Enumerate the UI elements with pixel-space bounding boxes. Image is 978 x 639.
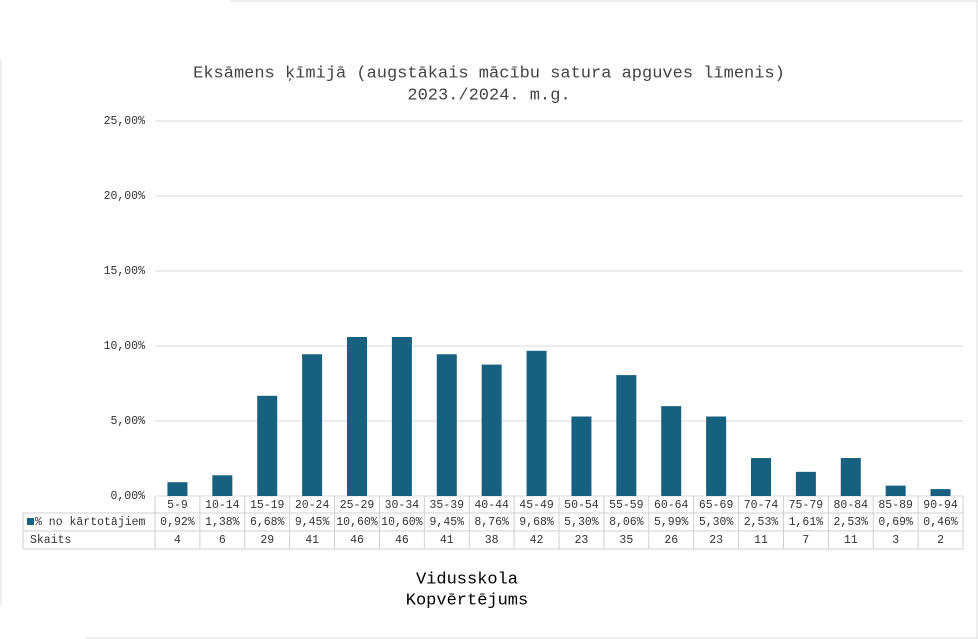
- bar: [481, 364, 502, 496]
- count-label: 23: [709, 534, 723, 547]
- bar: [347, 337, 367, 496]
- row-label: Skaits: [30, 534, 71, 547]
- bar: [616, 375, 637, 496]
- bar: [436, 354, 457, 496]
- x-tick-label: 65-69: [699, 499, 734, 512]
- x-tick-label: 45-49: [519, 499, 554, 512]
- y-tick-label: 25,00%: [104, 115, 146, 128]
- x-tick-label: 55-59: [609, 499, 644, 512]
- count-label: 38: [485, 534, 499, 547]
- legend-label: % no kārtotājiem: [35, 516, 146, 529]
- x-tick-label: 40-44: [474, 499, 509, 512]
- x-tick-label: 30-34: [385, 499, 420, 512]
- value-label: 6,68%: [250, 516, 285, 529]
- bar: [391, 337, 412, 496]
- value-label: 5,99%: [654, 516, 689, 529]
- count-label: 35: [619, 534, 633, 547]
- bar: [885, 485, 906, 496]
- x-tick-label: 50-54: [564, 499, 599, 512]
- bar: [706, 416, 727, 496]
- bar: [526, 350, 547, 496]
- bar: [751, 458, 771, 496]
- value-label: 0,69%: [878, 516, 913, 529]
- count-label: 46: [395, 534, 409, 547]
- x-tick-label: 80-84: [834, 499, 869, 512]
- y-tick-label: 0,00%: [110, 490, 145, 503]
- count-label: 11: [754, 534, 768, 547]
- x-tick-label: 85-89: [878, 499, 913, 512]
- value-label: 10,60%: [381, 516, 423, 529]
- x-tick-label: 10-14: [205, 499, 240, 512]
- value-label: 0,92%: [160, 516, 195, 529]
- x-axis-title: Vidusskola: [416, 570, 518, 589]
- count-label: 11: [844, 534, 858, 547]
- y-tick-label: 15,00%: [104, 265, 146, 278]
- value-label: 8,06%: [609, 516, 644, 529]
- x-tick-label: 5-9: [167, 499, 188, 512]
- count-label: 41: [440, 534, 454, 547]
- bar: [571, 416, 592, 496]
- count-label: 41: [305, 534, 319, 547]
- count-label: 29: [260, 534, 274, 547]
- value-label: 9,45%: [295, 516, 330, 529]
- x-tick-label: 90-94: [923, 499, 958, 512]
- x-tick-label: 15-19: [250, 499, 285, 512]
- value-label: 10,60%: [336, 516, 378, 529]
- value-label: 2,53%: [744, 516, 779, 529]
- y-tick-label: 10,00%: [104, 340, 146, 353]
- bar: [257, 395, 278, 496]
- count-label: 46: [350, 534, 364, 547]
- y-tick-label: 5,00%: [110, 415, 145, 428]
- x-tick-label: 35-39: [430, 499, 465, 512]
- value-label: 1,61%: [789, 516, 824, 529]
- count-label: 7: [802, 534, 809, 547]
- count-label: 6: [219, 534, 226, 547]
- x-tick-label: 75-79: [789, 499, 824, 512]
- chart-title: Eksāmens ķīmijā (augstākais mācību satur…: [193, 64, 785, 83]
- x-tick-label: 70-74: [744, 499, 779, 512]
- y-tick-label: 20,00%: [104, 190, 146, 203]
- count-label: 42: [530, 534, 544, 547]
- bar: [212, 475, 233, 496]
- value-label: 2,53%: [834, 516, 869, 529]
- count-label: 3: [892, 534, 899, 547]
- x-tick-label: 25-29: [340, 499, 375, 512]
- x-axis-title: Kopvērtējums: [406, 591, 528, 610]
- count-label: 23: [575, 534, 589, 547]
- count-label: 2: [937, 534, 944, 547]
- value-label: 9,68%: [519, 516, 554, 529]
- value-label: 5,30%: [699, 516, 734, 529]
- x-tick-label: 60-64: [654, 499, 689, 512]
- value-label: 0,46%: [923, 516, 958, 529]
- legend-swatch: [27, 518, 34, 525]
- bar: [302, 354, 323, 496]
- count-label: 4: [174, 534, 181, 547]
- bar: [167, 482, 188, 496]
- bar: [795, 471, 816, 496]
- bar: [661, 406, 682, 496]
- count-label: 26: [664, 534, 678, 547]
- bar: [930, 489, 951, 496]
- value-label: 9,45%: [430, 516, 465, 529]
- value-label: 5,30%: [564, 516, 599, 529]
- bar: [840, 458, 861, 496]
- value-label: 1,38%: [205, 516, 240, 529]
- x-tick-label: 20-24: [295, 499, 330, 512]
- chart-title: 2023./2024. m.g.: [407, 86, 570, 105]
- value-label: 8,76%: [474, 516, 509, 529]
